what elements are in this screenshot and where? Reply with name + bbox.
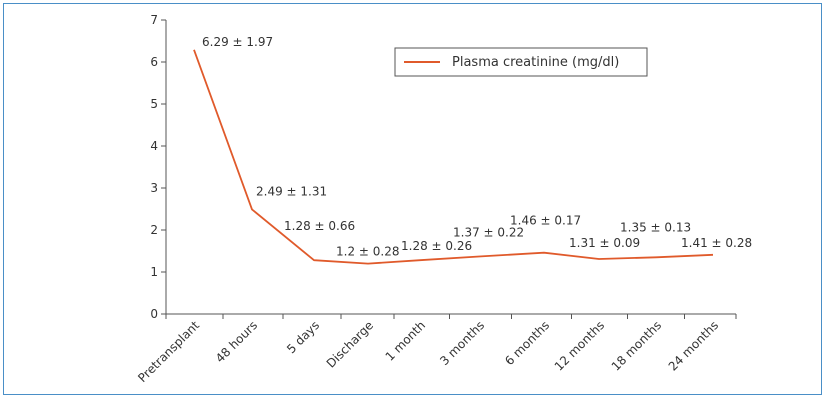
x-tick-label: 48 hours [213,318,260,365]
y-tick-label: 6 [150,55,158,69]
data-label: 2.49 ± 1.31 [256,184,327,198]
x-axis-ticks: Pretransplant 48 hours 5 days Discharge 1 mo… [135,314,737,385]
data-label: 1.37 ± 0.22 [453,225,524,239]
y-tick-label: 7 [150,13,158,27]
x-tick-label: Discharge [324,318,376,370]
x-tick-label: 3 months [437,318,487,368]
legend-label: Plasma creatinine (mg/dl) [452,55,619,70]
y-tick-label: 0 [150,307,158,321]
axes [165,20,736,315]
data-label: 1.28 ± 0.26 [401,239,472,253]
x-tick-label: 1 month [383,318,429,364]
y-tick-label: 3 [150,181,158,195]
x-tick-label: 5 days [284,318,322,356]
legend: Plasma creatinine (mg/dl) [394,47,648,77]
x-tick-label: 6 months [502,318,552,368]
data-labels: 6.29 ± 1.97 2.49 ± 1.31 1.28 ± 0.66 1.2 ± 0… [202,35,752,259]
series-group [193,49,714,265]
y-axis-ticks: 0 1 2 3 4 5 6 7 [150,13,166,321]
data-label: 1.41 ± 0.28 [681,236,752,250]
data-label: 1.31 ± 0.09 [569,236,640,250]
data-label: 1.2 ± 0.28 [336,245,400,259]
data-label: 6.29 ± 1.97 [202,35,273,49]
x-tick-label: 12 months [552,318,607,373]
y-tick-label: 2 [150,223,158,237]
data-label: 1.35 ± 0.13 [620,220,691,234]
x-tick-label: Pretransplant [135,318,202,385]
x-tick-label: 18 months [609,318,664,373]
x-tick-label: 24 months [666,318,721,373]
y-tick-label: 1 [150,265,158,279]
data-label: 1.28 ± 0.66 [284,219,355,233]
y-tick-label: 5 [150,97,158,111]
series-line-plasma-creatinine [193,49,714,265]
y-tick-label: 4 [150,139,158,153]
data-label: 1.46 ± 0.17 [510,214,581,228]
